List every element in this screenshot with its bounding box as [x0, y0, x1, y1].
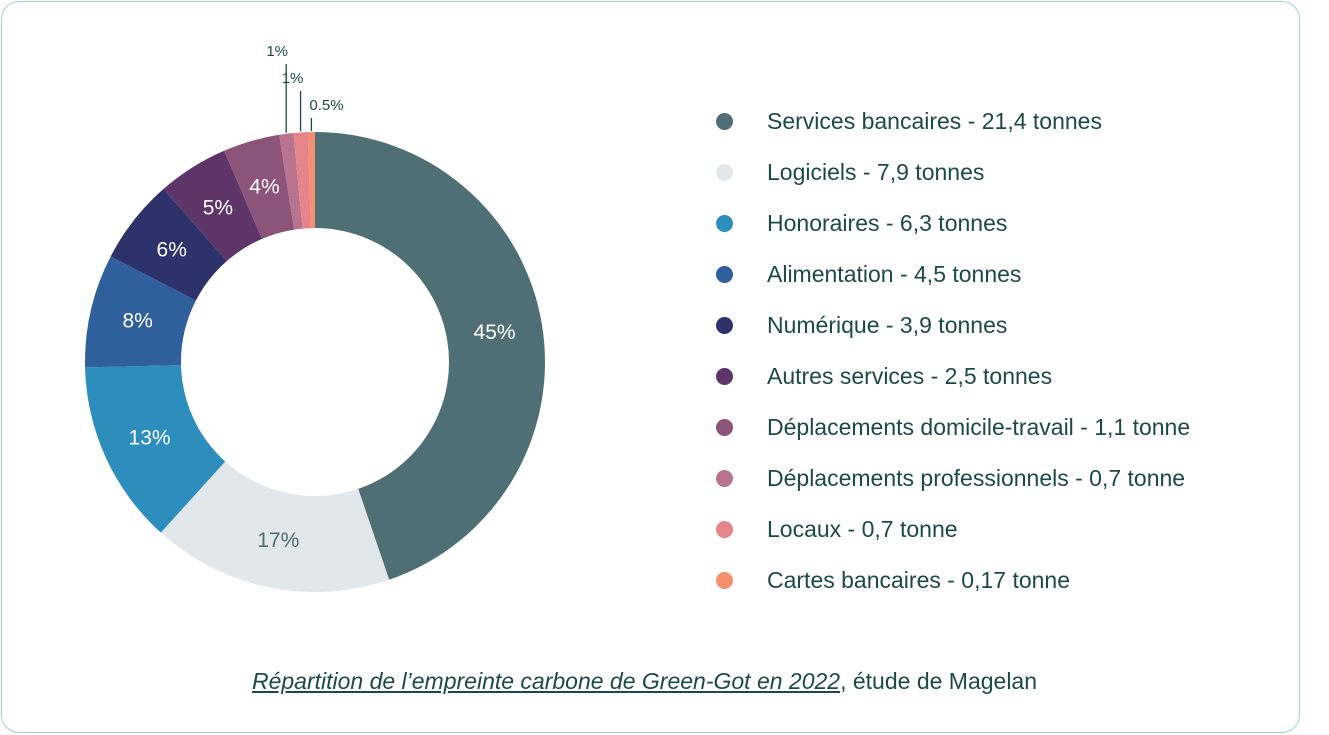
legend-label: Déplacements professionnels - 0,7 tonne: [767, 465, 1186, 491]
legend-label: Autres services - 2,5 tonnes: [767, 363, 1053, 389]
legend-dot: [716, 470, 733, 487]
slice-label-5: 5%: [203, 197, 233, 220]
chart-caption: Répartition de l’empreinte carbone de Gr…: [2, 668, 1287, 695]
legend-item-alimentation: Alimentation - 4,5 tonnes: [716, 249, 1190, 300]
legend-item-numerique: Numérique - 3,9 tonnes: [716, 300, 1190, 351]
legend-label: Honoraires - 6,3 tonnes: [767, 210, 1008, 236]
legend-dot: [716, 368, 733, 385]
legend-dot: [716, 164, 733, 181]
legend-item-locaux: Locaux - 0,7 tonne: [716, 504, 1190, 555]
slice-logiciels: [160, 461, 390, 593]
legend-item-honoraires: Honoraires - 6,3 tonnes: [716, 198, 1190, 249]
outside-label-0: 1%: [266, 43, 288, 60]
slice-label-1: 17%: [257, 529, 299, 552]
slice-label-0: 45%: [474, 321, 516, 344]
slice-label-2: 13%: [129, 426, 171, 449]
legend-item-services-bancaires: Services bancaires - 21,4 tonnes: [716, 96, 1190, 147]
outside-label-2: 0.5%: [309, 97, 343, 114]
legend-dot: [716, 521, 733, 538]
slice-cartes-bancaires: [307, 132, 315, 229]
legend-label: Locaux - 0,7 tonne: [767, 516, 958, 542]
slice-numerique: [110, 188, 227, 301]
slice-deplacements-domicile-travail: [224, 134, 295, 239]
caption-source: , étude de Magelan: [840, 668, 1038, 694]
legend-label: Cartes bancaires - 0,17 tonne: [767, 567, 1071, 593]
chart-legend: Services bancaires - 21,4 tonnes Logiciel…: [716, 96, 1190, 606]
legend-dot: [716, 419, 733, 436]
slice-autres-services: [163, 150, 263, 262]
slice-services-bancaires: [315, 132, 545, 580]
legend-item-cartes-bancaires: Cartes bancaires - 0,17 tonne: [716, 555, 1190, 606]
slice-honoraires: [85, 365, 226, 533]
slice-label-4: 6%: [157, 238, 187, 261]
legend-item-deplacements-professionnels: Déplacements professionnels - 0,7 tonne: [716, 453, 1190, 504]
legend-item-deplacements-domicile-travail: Déplacements domicile-travail - 1,1 tonn…: [716, 402, 1190, 453]
slice-label-6: 4%: [249, 176, 279, 199]
slice-label-3: 8%: [122, 310, 152, 333]
caption-study-link[interactable]: Répartition de l’empreinte carbone de Gr…: [251, 668, 841, 694]
slice-locaux: [293, 132, 311, 229]
slice-deplacements-professionnels: [279, 133, 303, 230]
slice-alimentation: [85, 256, 196, 368]
legend-dot: [716, 113, 733, 130]
legend-label: Numérique - 3,9 tonnes: [767, 312, 1008, 338]
legend-dot: [716, 572, 733, 589]
chart-card: 45% 17% 13% 8% 6% 5% 4% 1% 1% 0.5% Services banca…: [1, 1, 1300, 733]
legend-item-logiciels: Logiciels - 7,9 tonnes: [716, 147, 1190, 198]
legend-dot: [716, 317, 733, 334]
legend-dot: [716, 266, 733, 283]
outside-label-1: 1%: [282, 70, 304, 87]
donut-chart: 45% 17% 13% 8% 6% 5% 4% 1% 1% 0.5%: [85, 43, 545, 593]
legend-label: Services bancaires - 21,4 tonnes: [767, 108, 1102, 134]
legend-item-autres-services: Autres services - 2,5 tonnes: [716, 351, 1190, 402]
legend-label: Déplacements domicile-travail - 1,1 tonn…: [767, 414, 1191, 440]
legend-label: Logiciels - 7,9 tonnes: [767, 159, 985, 185]
legend-label: Alimentation - 4,5 tonnes: [767, 261, 1022, 287]
legend-dot: [716, 215, 733, 232]
